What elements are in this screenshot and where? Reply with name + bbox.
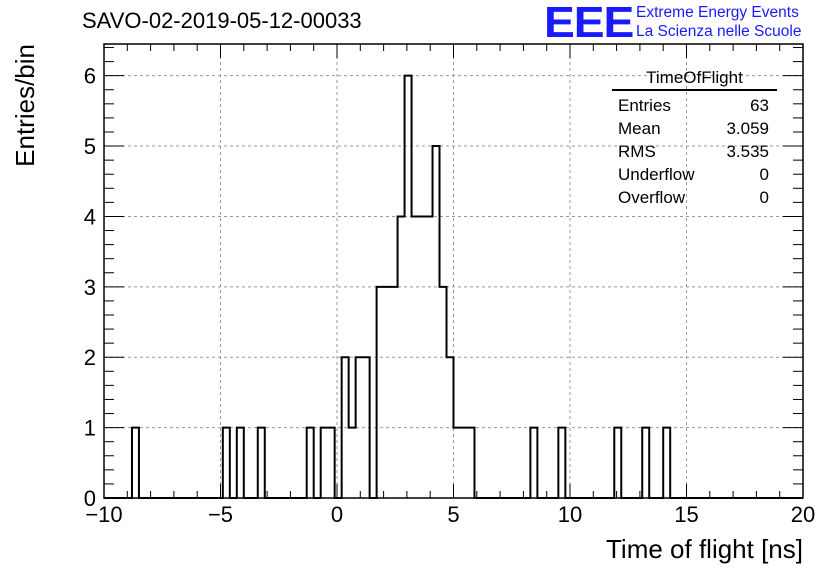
x-axis-label: Time of flight [ns] [606,534,803,564]
histogram-bin [384,287,391,498]
histogram-bin [433,146,440,498]
histogram-bin [356,357,363,498]
x-tick-label: 20 [791,502,815,527]
histogram-bin [412,216,419,498]
x-tick-label: 10 [558,502,582,527]
stats-value: 0 [759,165,769,184]
chart-title: SAVO-02-2019-05-12-00033 [82,8,362,33]
stats-name: TimeOfFlight [612,68,777,91]
stats-row-overflow: Overflow 0 [612,186,777,209]
stats-value: 63 [750,96,769,115]
stats-value: 0 [759,188,769,207]
y-axis-label: Entries/bin [10,44,40,167]
histogram-bin [391,287,398,498]
stats-row-underflow: Underflow 0 [612,163,777,186]
stats-label: Overflow [618,188,686,207]
stats-row-mean: Mean 3.059 [612,117,777,140]
histogram-bin [405,76,412,498]
histogram-bin [454,428,461,498]
histogram-bin [419,216,426,498]
y-tick-label: 5 [84,134,96,159]
x-tick-label: 5 [447,502,459,527]
histogram-bin [321,428,328,498]
histogram-bin [642,428,649,498]
histogram-bin [342,357,349,498]
stats-row-rms: RMS 3.535 [612,140,777,163]
histogram-bin [530,428,537,498]
stats-box: TimeOfFlight Entries 63 Mean 3.059 RMS 3.53… [612,68,777,209]
logo-line-2: La Scienza nelle Scuole [636,23,802,40]
histogram-bin [398,216,405,498]
histogram-bin [377,287,384,498]
stats-row-entries: Entries 63 [612,94,777,117]
y-tick-label: 1 [84,416,96,441]
histogram-bin [558,428,565,498]
histogram-bin [223,428,230,498]
histogram-bin [460,428,467,498]
y-tick-label: 6 [84,64,96,89]
histogram-bin [258,428,265,498]
histogram-bin [447,357,454,498]
logo-caption: Extreme Energy Events La Scienza nelle S… [636,3,801,41]
x-tick-label: 0 [331,502,343,527]
x-tick-label: −10 [85,502,122,527]
histogram-bin [349,428,356,498]
histogram-bin [467,428,474,498]
histogram-bin [440,287,447,498]
y-tick-label: 4 [84,204,96,229]
stats-label: Underflow [618,165,695,184]
y-tick-label: 0 [84,486,96,511]
stats-label: Entries [618,96,671,115]
y-tick-label: 2 [84,345,96,370]
stats-value: 3.059 [726,119,769,138]
stats-label: RMS [618,142,656,161]
eee-logo: EEE [544,0,634,47]
histogram-bin [363,357,370,498]
x-tick-label: −5 [208,502,233,527]
histogram-bin [663,428,670,498]
logo-line-1: Extreme Energy Events [636,4,799,21]
x-tick-label: 15 [674,502,698,527]
histogram-series [104,74,803,499]
histogram-bin [132,428,139,498]
y-tick-label: 3 [84,275,96,300]
histogram-bin [328,428,335,498]
stats-label: Mean [618,119,661,138]
histogram-bin [426,216,433,498]
histogram-bin [237,428,244,498]
histogram-bin [307,428,314,498]
histogram-bin [614,428,621,498]
stats-value: 3.535 [726,142,769,161]
